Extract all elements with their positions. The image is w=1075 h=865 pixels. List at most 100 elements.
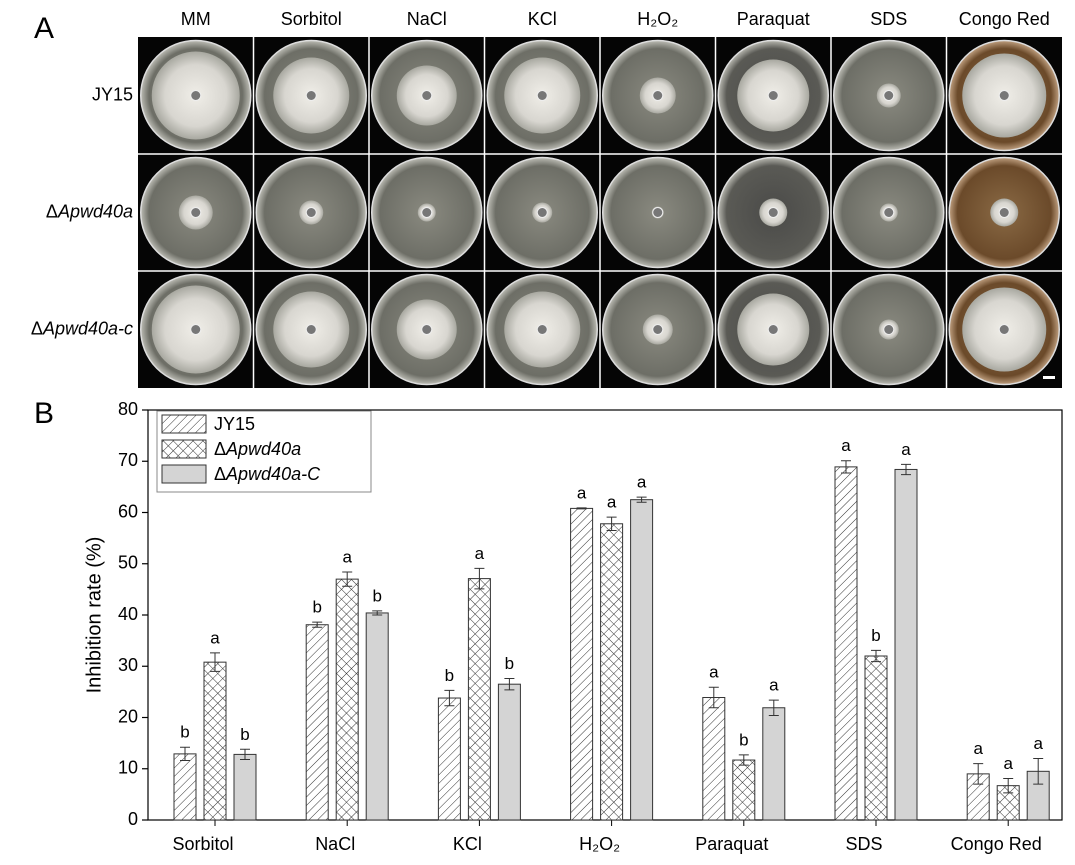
legend-label: JY15 [214,414,255,434]
x-tick-label: Congo Red [951,834,1042,854]
panel-label: B [34,397,54,430]
x-tick-label: Sorbitol [172,834,233,854]
bar [763,708,785,820]
column-label: NaCl [407,9,447,29]
inoculum [884,91,894,101]
inoculum [768,208,778,218]
column-label: Paraquat [737,9,810,29]
legend-swatch [162,465,206,483]
column-label: Congo Red [959,9,1050,29]
row-label: JY15 [92,84,133,104]
figure: A B Inhibition rate (%) MM Sorbitol NaCl KC… [0,0,1075,860]
inoculum [999,208,1009,218]
bar [234,754,256,820]
inoculum [306,208,316,218]
bar [571,508,593,820]
photo-grid [138,37,1062,388]
x-tick-label: KCl [453,834,482,854]
row-label: ΔApwd40a-c [31,318,133,338]
significance-letter: a [841,436,851,455]
y-tick-label: 20 [118,706,138,726]
bar [336,579,358,820]
inoculum [768,91,778,101]
y-tick-label: 50 [118,553,138,573]
row-label: ΔApwd40a [46,201,133,221]
legend-label: ΔApwd40a [214,439,301,459]
y-axis-label: Inhibition rate (%) [83,537,105,694]
significance-letter: b [312,598,321,617]
significance-letter: a [709,663,719,682]
significance-letter: a [769,676,779,695]
bar [366,613,388,820]
y-tick-label: 10 [118,758,138,778]
inoculum [306,91,316,101]
significance-letter: a [901,440,911,459]
column-label: Sorbitol [281,9,342,29]
bar [835,467,857,820]
inoculum [537,208,547,218]
bar [601,524,623,820]
significance-letter: b [739,730,748,749]
inoculum [653,91,663,101]
bar [733,760,755,820]
y-tick-label: 60 [118,501,138,521]
significance-letter: a [577,483,587,502]
x-tick-label: SDS [845,834,882,854]
column-label: MM [181,9,211,29]
x-tick-label: Paraquat [695,834,768,854]
x-tick-label: H₂O₂ [579,834,620,854]
inoculum [191,208,201,218]
inoculum [422,91,432,101]
inoculum [884,325,894,335]
inoculum [884,208,894,218]
significance-letter: a [1003,754,1013,773]
inoculum [999,91,1009,101]
significance-letter: a [637,473,647,492]
significance-letter: b [871,626,880,645]
column-label: SDS [870,9,907,29]
bar [865,656,887,820]
significance-letter: a [973,739,983,758]
significance-letter: a [607,493,617,512]
bar [174,754,196,820]
y-tick-label: 30 [118,655,138,675]
significance-letter: b [240,725,249,744]
inoculum [191,91,201,101]
significance-letter: a [342,547,352,566]
y-tick-label: 70 [118,450,138,470]
significance-letter: b [505,654,514,673]
significance-letter: b [372,586,381,605]
significance-letter: a [210,628,220,647]
legend-label: ΔApwd40a-C [214,464,321,484]
inoculum [537,325,547,335]
legend-swatch [162,440,206,458]
significance-letter: a [475,544,485,563]
significance-letter: b [445,666,454,685]
inoculum [653,208,663,218]
y-tick-label: 0 [128,809,138,829]
x-tick-label: NaCl [315,834,355,854]
significance-letter: a [1033,734,1043,753]
scale-bar [1043,376,1055,379]
y-tick-label: 80 [118,399,138,419]
column-label: H₂O₂ [637,9,678,29]
bar [498,684,520,820]
panel-label: A [34,12,54,45]
bar [438,698,460,820]
inoculum [306,325,316,335]
inoculum [999,325,1009,335]
inoculum [422,325,432,335]
column-label: KCl [528,9,557,29]
bar [204,662,226,820]
inoculum [768,325,778,335]
bar [895,469,917,820]
inoculum [537,91,547,101]
bar [468,579,490,820]
significance-letter: b [180,723,189,742]
bar [703,698,725,820]
inoculum [191,325,201,335]
y-tick-label: 40 [118,604,138,624]
legend-swatch [162,415,206,433]
bar [306,625,328,820]
bar [631,500,653,820]
